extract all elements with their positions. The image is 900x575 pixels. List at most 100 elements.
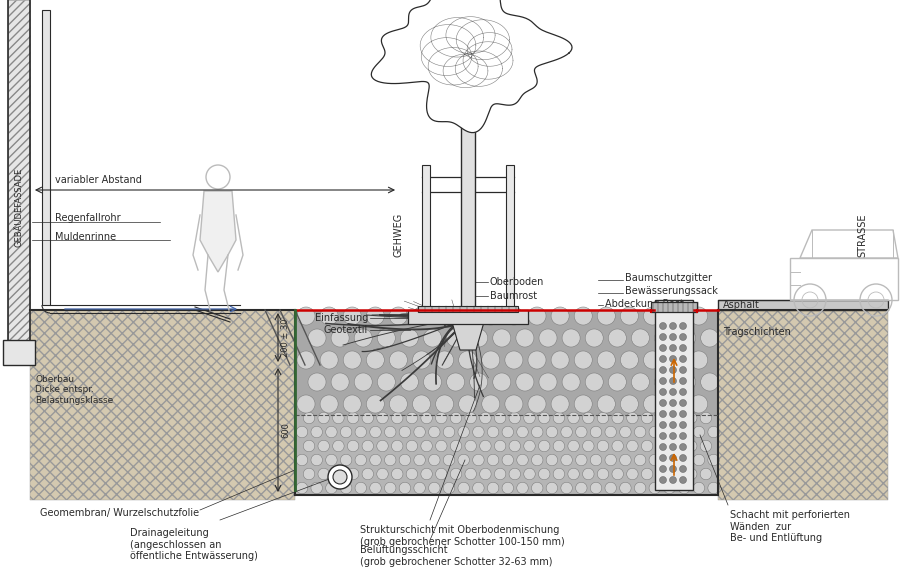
Bar <box>408 310 528 324</box>
Circle shape <box>509 440 520 452</box>
Circle shape <box>620 307 638 325</box>
Circle shape <box>546 454 558 466</box>
Text: Asphalt: Asphalt <box>723 300 760 310</box>
Circle shape <box>642 440 652 452</box>
Circle shape <box>644 307 662 325</box>
Circle shape <box>532 426 543 438</box>
Text: Schacht mit perforierten
Wänden  zur
Be- und Entlüftung: Schacht mit perforierten Wänden zur Be- … <box>730 510 850 543</box>
Circle shape <box>598 440 608 452</box>
Circle shape <box>680 323 687 329</box>
Circle shape <box>539 329 557 347</box>
Circle shape <box>678 373 696 391</box>
Circle shape <box>634 454 646 466</box>
Circle shape <box>551 395 569 413</box>
Bar <box>422 165 430 310</box>
Circle shape <box>377 373 395 391</box>
Circle shape <box>551 351 569 369</box>
Circle shape <box>686 440 697 452</box>
Polygon shape <box>372 0 572 133</box>
Bar <box>295 310 718 415</box>
Circle shape <box>561 426 572 438</box>
Circle shape <box>494 412 506 424</box>
Text: Muldenrinne: Muldenrinne <box>55 232 116 242</box>
Circle shape <box>574 351 592 369</box>
Circle shape <box>670 323 677 329</box>
Circle shape <box>670 440 682 452</box>
Circle shape <box>670 411 677 417</box>
Circle shape <box>436 440 447 452</box>
Circle shape <box>660 334 667 340</box>
Circle shape <box>532 482 543 494</box>
Text: GEHWEG: GEHWEG <box>393 213 403 257</box>
Circle shape <box>516 373 534 391</box>
Circle shape <box>384 426 396 438</box>
Circle shape <box>654 373 672 391</box>
Bar <box>790 258 898 300</box>
Circle shape <box>303 440 315 452</box>
Circle shape <box>667 395 685 413</box>
Circle shape <box>693 482 705 494</box>
Circle shape <box>444 454 454 466</box>
Circle shape <box>320 307 338 325</box>
Circle shape <box>660 411 667 417</box>
Circle shape <box>458 482 470 494</box>
Circle shape <box>459 351 477 369</box>
Circle shape <box>680 466 687 473</box>
Circle shape <box>311 454 322 466</box>
Circle shape <box>392 440 403 452</box>
Circle shape <box>689 351 707 369</box>
Circle shape <box>502 482 514 494</box>
Circle shape <box>608 373 626 391</box>
Circle shape <box>480 468 491 480</box>
Circle shape <box>406 412 418 424</box>
Circle shape <box>590 482 602 494</box>
Text: variabler Abstand: variabler Abstand <box>55 175 142 185</box>
Circle shape <box>470 329 488 347</box>
Circle shape <box>340 426 352 438</box>
Circle shape <box>377 412 388 424</box>
Bar <box>30 310 295 500</box>
Circle shape <box>333 440 344 452</box>
Circle shape <box>446 373 464 391</box>
Circle shape <box>343 395 361 413</box>
Circle shape <box>532 454 543 466</box>
Circle shape <box>670 378 677 385</box>
Bar <box>42 10 50 305</box>
Circle shape <box>326 454 338 466</box>
Circle shape <box>421 468 432 480</box>
Circle shape <box>318 440 329 452</box>
Circle shape <box>356 482 366 494</box>
Text: Abdeckung Rost: Abdeckung Rost <box>605 299 684 309</box>
Circle shape <box>679 454 690 466</box>
Circle shape <box>660 400 667 407</box>
Circle shape <box>689 307 707 325</box>
Circle shape <box>680 477 687 484</box>
Circle shape <box>370 482 382 494</box>
Circle shape <box>493 373 511 391</box>
Circle shape <box>362 412 374 424</box>
Circle shape <box>505 307 523 325</box>
Circle shape <box>708 454 719 466</box>
Circle shape <box>660 389 667 396</box>
Circle shape <box>700 440 712 452</box>
Circle shape <box>680 443 687 450</box>
Circle shape <box>446 329 464 347</box>
Bar <box>651 302 697 312</box>
Circle shape <box>598 307 616 325</box>
Circle shape <box>598 351 616 369</box>
Circle shape <box>664 454 675 466</box>
Circle shape <box>620 395 638 413</box>
Circle shape <box>331 373 349 391</box>
Circle shape <box>649 482 661 494</box>
Circle shape <box>414 482 426 494</box>
Circle shape <box>667 351 685 369</box>
Text: Belüftungsschicht
(grob gebrochener Schotter 32-63 mm): Belüftungsschicht (grob gebrochener Scho… <box>360 545 553 566</box>
Circle shape <box>598 468 608 480</box>
Circle shape <box>343 307 361 325</box>
Circle shape <box>377 440 388 452</box>
Text: STRASSE: STRASSE <box>857 213 867 257</box>
Circle shape <box>347 412 359 424</box>
Circle shape <box>660 355 667 362</box>
Circle shape <box>670 412 682 424</box>
Bar <box>3 340 35 365</box>
